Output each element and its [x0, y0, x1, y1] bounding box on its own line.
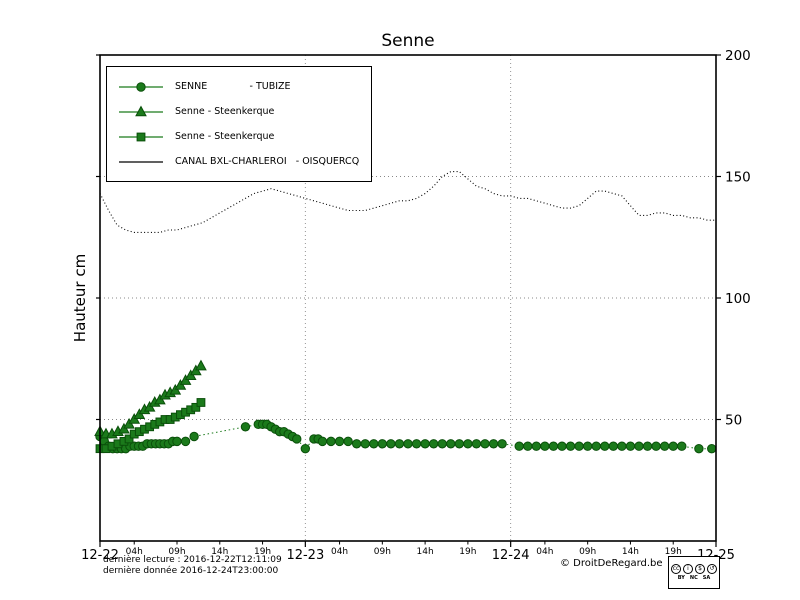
svg-text:12-24: 12-24 — [492, 548, 530, 563]
cc-sa-arrow-icon: ↺ — [707, 564, 717, 574]
legend-marker-triangle — [119, 105, 163, 116]
svg-text:09h: 09h — [579, 547, 596, 557]
cc-icons-row: cc i $ ↺ — [671, 564, 717, 574]
svg-text:09h: 09h — [374, 547, 391, 557]
svg-text:200: 200 — [725, 48, 751, 64]
cc-term-by: BY — [677, 575, 685, 581]
legend-label: CANAL BXL-CHARLEROI - OISQUERCQ — [175, 156, 360, 167]
cc-term-sa: SA — [702, 575, 711, 581]
copyright-text: © DroitDeRegard.be — [560, 558, 663, 569]
last-reading-text: dernière lecture : 2016-12-22T12:11:09 — [103, 555, 282, 565]
svg-text:100: 100 — [725, 291, 751, 307]
legend-label: Senne - Steenkerque — [175, 106, 275, 117]
svg-text:19h: 19h — [665, 547, 682, 557]
cc-nc-dollar-icon: $ — [695, 564, 705, 574]
svg-text:14h: 14h — [211, 547, 228, 557]
svg-text:50: 50 — [725, 413, 742, 429]
svg-text:14h: 14h — [622, 547, 639, 557]
svg-text:12-23: 12-23 — [286, 548, 324, 563]
svg-text:19h: 19h — [254, 547, 271, 557]
cc-term-nc: NC — [689, 575, 698, 581]
cc-license-badge[interactable]: cc i $ ↺ BY NC SA — [668, 556, 720, 589]
cc-terms-row: BY NC SA — [678, 575, 711, 581]
legend-item: CANAL BXL-CHARLEROI - OISQUERCQ — [117, 149, 361, 174]
svg-text:14h: 14h — [417, 547, 434, 557]
svg-text:19h: 19h — [459, 547, 476, 557]
legend-label: SENNE - TUBIZE — [175, 81, 291, 92]
legend-label: Senne - Steenkerque — [175, 131, 275, 142]
cc-logo-icon: cc — [671, 564, 681, 574]
last-data-text: dernière donnée 2016-12-24T23:00:00 — [103, 566, 279, 576]
legend-item: Senne - Steenkerque — [117, 124, 361, 149]
legend-item: SENNE - TUBIZE — [117, 74, 361, 99]
legend-marker-circle — [119, 81, 163, 92]
svg-text:04h: 04h — [331, 547, 348, 557]
legend-marker-line — [119, 160, 163, 163]
svg-text:04h: 04h — [536, 547, 553, 557]
svg-text:150: 150 — [725, 170, 751, 186]
legend-items: SENNE - TUBIZE Senne - Steenkerque Senne -… — [117, 74, 361, 174]
svg-text:12-22: 12-22 — [81, 548, 119, 563]
chart-title: Senne — [381, 31, 435, 51]
legend-marker-square — [119, 132, 163, 141]
cc-by-person-icon: i — [683, 564, 693, 574]
svg-text:09h: 09h — [168, 547, 185, 557]
svg-text:04h: 04h — [126, 547, 143, 557]
legend-item: Senne - Steenkerque — [117, 99, 361, 124]
legend: SENNE - TUBIZE Senne - Steenkerque Senne -… — [106, 66, 372, 182]
